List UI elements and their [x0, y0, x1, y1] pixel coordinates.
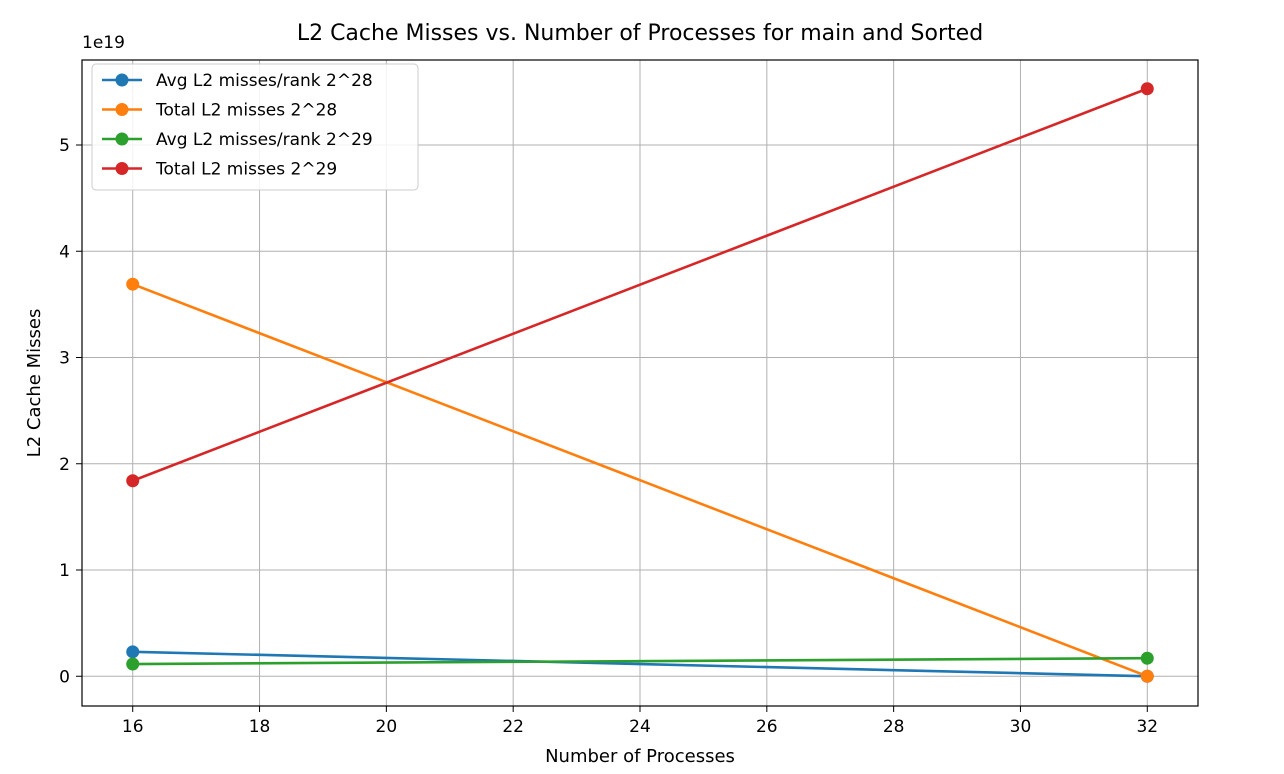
x-tick-label: 30	[1010, 717, 1032, 737]
legend-label: Total L2 misses 2^29	[155, 160, 337, 180]
x-tick-label: 20	[376, 717, 398, 737]
legend-marker	[115, 132, 129, 146]
x-tick-label: 24	[629, 717, 651, 737]
legend-item: Avg L2 misses/rank 2^28	[102, 71, 373, 91]
x-axis-label: Number of Processes	[545, 746, 735, 767]
legend-item: Total L2 misses 2^28	[102, 101, 337, 121]
y-tick-label: 1	[59, 561, 70, 581]
data-point	[1140, 651, 1154, 665]
y-tick-label: 4	[59, 242, 70, 262]
series-line	[132, 282, 1148, 678]
data-point	[126, 657, 140, 671]
y-tick-label: 5	[59, 136, 70, 156]
series-2	[126, 277, 1154, 683]
legend-marker	[115, 73, 129, 87]
series-3	[126, 651, 1154, 671]
legend: Avg L2 misses/rank 2^28 Total L2 misses 2…	[91, 63, 419, 191]
data-point	[1140, 669, 1154, 683]
grid-lines	[82, 60, 1198, 706]
y-tick-label: 3	[59, 349, 70, 369]
x-tick-label: 28	[883, 717, 905, 737]
legend-label: Avg L2 misses/rank 2^29	[156, 130, 373, 150]
x-tick-label: 26	[756, 717, 778, 737]
legend-item: Avg L2 misses/rank 2^29	[102, 130, 373, 150]
series-line	[132, 650, 1148, 678]
series-lines	[126, 82, 1154, 683]
x-tick-label: 32	[1136, 717, 1158, 737]
data-point	[126, 474, 140, 488]
axis-ticks: 16 18 20 22 24 26 28 30 32 0 1 2 3 4 5	[59, 136, 1158, 737]
y-tick-label: 0	[59, 667, 70, 687]
data-point	[126, 645, 140, 659]
data-point	[126, 277, 140, 291]
x-tick-label: 18	[249, 717, 271, 737]
y-tick-label: 2	[59, 455, 70, 475]
legend-label: Total L2 misses 2^28	[155, 101, 337, 121]
legend-label: Avg L2 misses/rank 2^28	[156, 71, 373, 91]
data-point	[1140, 82, 1154, 96]
y-axis-label: L2 Cache Misses	[24, 309, 45, 458]
chart-title: L2 Cache Misses vs. Number of Processes …	[297, 21, 983, 46]
x-tick-label: 22	[502, 717, 524, 737]
y-axis-offset-label: 1e19	[82, 33, 125, 53]
series-line	[132, 87, 1148, 482]
series-4	[126, 82, 1154, 488]
legend-marker	[115, 103, 129, 116]
legend-item: Total L2 misses 2^29	[102, 160, 337, 180]
legend-marker	[115, 162, 129, 175]
legend-box	[91, 63, 419, 191]
x-tick-label: 16	[122, 717, 144, 737]
series-line	[132, 656, 1148, 666]
